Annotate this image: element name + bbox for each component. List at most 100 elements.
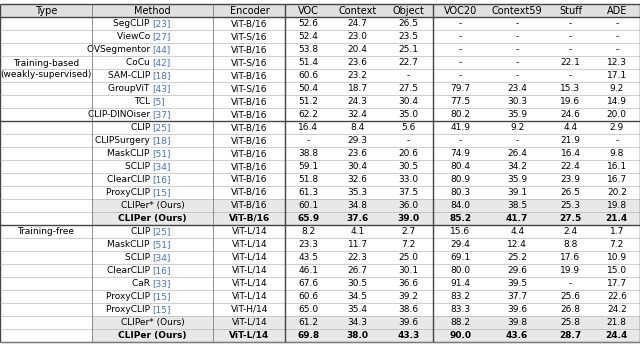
Text: ViT-B/16: ViT-B/16 bbox=[231, 45, 268, 54]
Text: 16.1: 16.1 bbox=[607, 162, 627, 171]
Text: 23.6: 23.6 bbox=[348, 149, 367, 158]
Text: [25]: [25] bbox=[153, 227, 171, 236]
Text: 35.9: 35.9 bbox=[507, 110, 527, 119]
Text: 24.7: 24.7 bbox=[348, 19, 367, 28]
Text: 27.5: 27.5 bbox=[559, 214, 582, 223]
Text: 26.4: 26.4 bbox=[508, 149, 527, 158]
Text: 37.5: 37.5 bbox=[399, 188, 419, 197]
Text: CLIPer* (Ours): CLIPer* (Ours) bbox=[121, 318, 184, 327]
Text: ViT-S/16: ViT-S/16 bbox=[231, 84, 268, 93]
Text: 30.1: 30.1 bbox=[399, 266, 419, 275]
Text: 43.5: 43.5 bbox=[298, 253, 318, 262]
Text: 30.4: 30.4 bbox=[399, 97, 419, 106]
Text: 21.9: 21.9 bbox=[561, 136, 580, 145]
Text: Training-based
(weakly-supervised): Training-based (weakly-supervised) bbox=[0, 60, 92, 79]
Text: 4.4: 4.4 bbox=[510, 227, 524, 236]
Text: 35.3: 35.3 bbox=[348, 188, 367, 197]
Text: 25.0: 25.0 bbox=[399, 253, 419, 262]
Text: 25.6: 25.6 bbox=[561, 292, 580, 301]
Text: 39.1: 39.1 bbox=[507, 188, 527, 197]
Text: 52.4: 52.4 bbox=[298, 32, 318, 41]
Text: ViT-B/16: ViT-B/16 bbox=[231, 201, 268, 210]
Text: [34]: [34] bbox=[153, 162, 171, 171]
Text: 24.3: 24.3 bbox=[348, 97, 367, 106]
Text: 60.1: 60.1 bbox=[298, 201, 318, 210]
Text: 27.5: 27.5 bbox=[399, 84, 419, 93]
Text: 5.6: 5.6 bbox=[401, 123, 416, 132]
Text: ViT-S/16: ViT-S/16 bbox=[231, 32, 268, 41]
Text: 30.5: 30.5 bbox=[399, 162, 419, 171]
Text: 39.0: 39.0 bbox=[397, 214, 420, 223]
Text: 37.7: 37.7 bbox=[507, 292, 527, 301]
Text: CoCu: CoCu bbox=[126, 58, 153, 67]
Text: ViT-L/14: ViT-L/14 bbox=[232, 266, 267, 275]
Text: Stuff: Stuff bbox=[559, 6, 582, 16]
Text: -: - bbox=[458, 19, 462, 28]
Text: 30.4: 30.4 bbox=[348, 162, 367, 171]
Text: 17.1: 17.1 bbox=[607, 71, 627, 80]
Text: 83.2: 83.2 bbox=[450, 292, 470, 301]
Text: ViT-L/14: ViT-L/14 bbox=[232, 318, 267, 327]
Bar bbox=[92, 329, 640, 342]
Text: 29.6: 29.6 bbox=[507, 266, 527, 275]
Text: 29.4: 29.4 bbox=[450, 240, 470, 249]
Text: -: - bbox=[569, 19, 572, 28]
Text: -: - bbox=[458, 45, 462, 54]
Text: 61.3: 61.3 bbox=[298, 188, 318, 197]
Text: ViT-L/14: ViT-L/14 bbox=[232, 240, 267, 249]
Text: CaR: CaR bbox=[132, 279, 153, 288]
Bar bbox=[92, 212, 640, 225]
Text: [51]: [51] bbox=[153, 240, 171, 249]
Text: 17.6: 17.6 bbox=[561, 253, 580, 262]
Text: 20.0: 20.0 bbox=[607, 110, 627, 119]
Text: 23.9: 23.9 bbox=[561, 175, 580, 184]
Text: 60.6: 60.6 bbox=[298, 292, 318, 301]
Text: ViT-B/16: ViT-B/16 bbox=[231, 149, 268, 158]
Text: 67.6: 67.6 bbox=[298, 279, 318, 288]
Text: 69.1: 69.1 bbox=[450, 253, 470, 262]
Text: 12.4: 12.4 bbox=[508, 240, 527, 249]
Text: 12.3: 12.3 bbox=[607, 58, 627, 67]
Text: 41.9: 41.9 bbox=[450, 123, 470, 132]
Text: 24.4: 24.4 bbox=[605, 331, 628, 340]
Text: 9.2: 9.2 bbox=[610, 84, 624, 93]
Text: [33]: [33] bbox=[153, 279, 171, 288]
Text: 38.6: 38.6 bbox=[399, 305, 419, 314]
Bar bbox=[92, 199, 640, 212]
Text: CLIPer (Ours): CLIPer (Ours) bbox=[118, 331, 187, 340]
Text: 51.4: 51.4 bbox=[298, 58, 318, 67]
Text: 16.7: 16.7 bbox=[607, 175, 627, 184]
Text: 39.5: 39.5 bbox=[507, 279, 527, 288]
Text: OVSegmentor: OVSegmentor bbox=[86, 45, 153, 54]
Text: ViT-B/16: ViT-B/16 bbox=[231, 110, 268, 119]
Text: 23.4: 23.4 bbox=[508, 84, 527, 93]
Text: -: - bbox=[516, 58, 519, 67]
Text: -: - bbox=[615, 19, 618, 28]
Text: 18.7: 18.7 bbox=[348, 84, 367, 93]
Text: 15.3: 15.3 bbox=[561, 84, 580, 93]
Text: [15]: [15] bbox=[153, 292, 171, 301]
Text: 69.8: 69.8 bbox=[297, 331, 319, 340]
Text: 26.7: 26.7 bbox=[348, 266, 367, 275]
Text: 25.1: 25.1 bbox=[399, 45, 419, 54]
Text: 22.3: 22.3 bbox=[348, 253, 367, 262]
Text: 39.6: 39.6 bbox=[399, 318, 419, 327]
Text: 15.0: 15.0 bbox=[607, 266, 627, 275]
Text: Type: Type bbox=[35, 6, 57, 16]
Text: 20.4: 20.4 bbox=[348, 45, 367, 54]
Text: ViT-B/16: ViT-B/16 bbox=[231, 162, 268, 171]
Text: 4.1: 4.1 bbox=[350, 227, 365, 236]
Text: 74.9: 74.9 bbox=[450, 149, 470, 158]
Text: 34.2: 34.2 bbox=[508, 162, 527, 171]
Text: 25.3: 25.3 bbox=[561, 201, 580, 210]
Text: Context59: Context59 bbox=[492, 6, 543, 16]
Text: 53.8: 53.8 bbox=[298, 45, 318, 54]
Text: 35.0: 35.0 bbox=[399, 110, 419, 119]
Text: 84.0: 84.0 bbox=[450, 201, 470, 210]
Text: 80.0: 80.0 bbox=[450, 266, 470, 275]
Text: 52.6: 52.6 bbox=[298, 19, 318, 28]
Bar bbox=[92, 316, 640, 329]
Text: -: - bbox=[569, 71, 572, 80]
Text: 23.5: 23.5 bbox=[399, 32, 419, 41]
Text: [23]: [23] bbox=[153, 19, 171, 28]
